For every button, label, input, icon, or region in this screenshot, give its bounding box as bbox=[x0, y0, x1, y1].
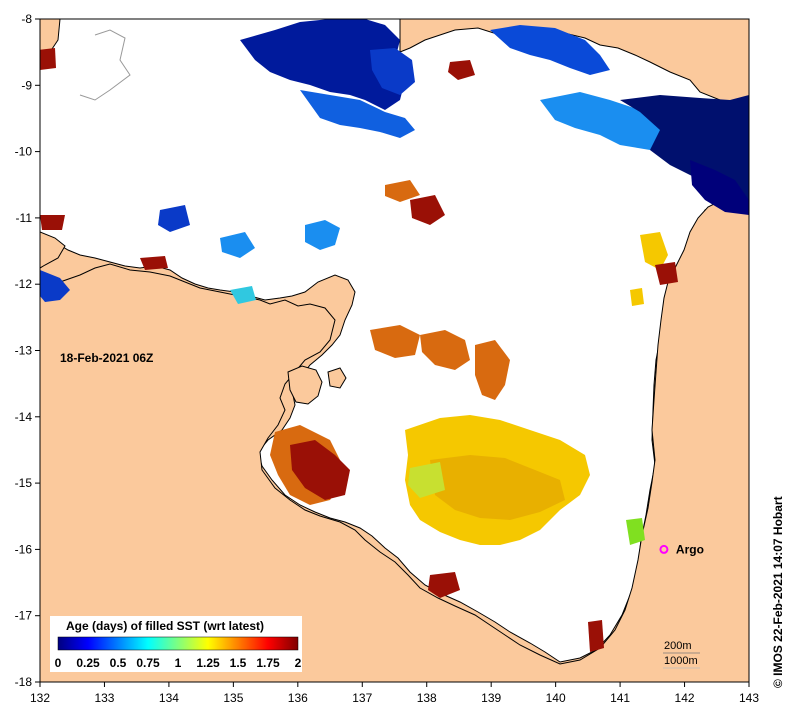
legend-tick-labels: 0 0.25 0.5 0.75 1 1.25 1.5 1.75 2 bbox=[55, 656, 302, 670]
credit-text: © IMOS 22-Feb-2021 14:07 Hobart bbox=[771, 496, 785, 688]
lat-tick-label: -15 bbox=[15, 476, 33, 490]
latitude-axis: -8 -9 -10 -11 -12 -13 -14 -15 -16 -17 -18 bbox=[15, 12, 40, 689]
legend-tick-label: 0.25 bbox=[76, 656, 100, 670]
lon-tick-label: 135 bbox=[223, 691, 243, 705]
contour-key: 200m 1000m bbox=[663, 640, 700, 669]
contour-1000m: 1000m bbox=[664, 655, 698, 667]
lat-tick-label: -12 bbox=[15, 277, 33, 291]
land-groote-eylandt bbox=[287, 365, 323, 405]
legend-tick-label: 1 bbox=[175, 656, 182, 670]
longitude-axis: 132 133 134 135 136 137 138 139 140 141 142 143 bbox=[30, 682, 759, 705]
lon-tick-label: 133 bbox=[94, 691, 114, 705]
lat-tick-label: -18 bbox=[15, 675, 33, 689]
map-timestamp: 18-Feb-2021 06Z bbox=[60, 351, 153, 365]
land-west-gulf bbox=[40, 199, 749, 682]
lat-tick-label: -13 bbox=[15, 344, 33, 358]
lon-tick-label: 132 bbox=[30, 691, 50, 705]
lon-tick-label: 140 bbox=[546, 691, 566, 705]
argo-marker[interactable]: Argo bbox=[659, 542, 704, 556]
legend-title: Age (days) of filled SST (wrt latest) bbox=[66, 619, 264, 633]
lat-tick-label: -10 bbox=[15, 145, 33, 159]
sst-patches-north bbox=[40, 19, 749, 304]
legend-tick-label: 0.75 bbox=[136, 656, 160, 670]
lon-tick-label: 137 bbox=[352, 691, 372, 705]
colorbar bbox=[57, 636, 299, 651]
lon-tick-label: 134 bbox=[159, 691, 179, 705]
lon-tick-label: 143 bbox=[739, 691, 759, 705]
lon-tick-label: 139 bbox=[481, 691, 501, 705]
lat-tick-label: -11 bbox=[16, 211, 33, 225]
lon-tick-label: 142 bbox=[675, 691, 695, 705]
land-arnhem bbox=[40, 231, 66, 269]
legend-tick-label: 0 bbox=[55, 656, 62, 670]
argo-label: Argo bbox=[676, 542, 704, 556]
legend-tick-label: 1.25 bbox=[196, 656, 220, 670]
land-outline-grey bbox=[79, 29, 131, 101]
lat-tick-label: -8 bbox=[21, 12, 32, 26]
sst-patches-south bbox=[40, 48, 678, 652]
lon-tick-label: 141 bbox=[610, 691, 630, 705]
lon-tick-label: 138 bbox=[417, 691, 437, 705]
lat-tick-label: -9 bbox=[21, 78, 32, 92]
land-wellesley bbox=[327, 367, 347, 389]
lat-tick-label: -16 bbox=[15, 542, 33, 556]
legend-tick-label: 2 bbox=[295, 656, 302, 670]
lon-tick-label: 136 bbox=[288, 691, 308, 705]
legend-tick-label: 0.5 bbox=[110, 656, 127, 670]
argo-icon bbox=[659, 544, 669, 554]
legend-tick-label: 1.75 bbox=[256, 656, 280, 670]
lat-tick-label: -17 bbox=[15, 609, 33, 623]
legend-tick-label: 1.5 bbox=[230, 656, 247, 670]
contour-200m: 200m bbox=[664, 640, 692, 652]
lat-tick-label: -14 bbox=[15, 410, 33, 424]
